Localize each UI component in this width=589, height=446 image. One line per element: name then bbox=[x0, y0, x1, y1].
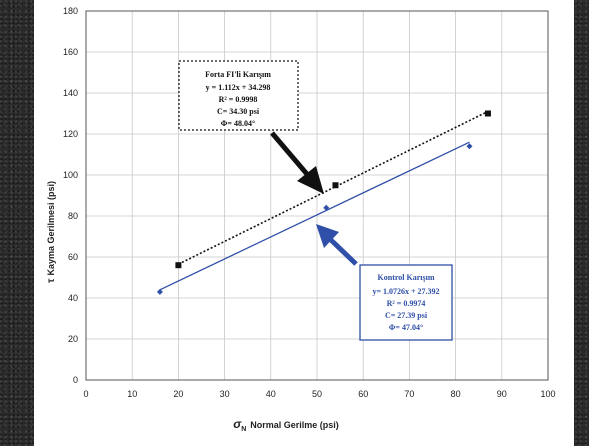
kontrol-phi: Φ= 47.04° bbox=[389, 323, 423, 332]
x-tick-label: 0 bbox=[83, 389, 88, 399]
forta-r2: R² = 0.9998 bbox=[219, 95, 258, 104]
y-tick-label: 120 bbox=[63, 129, 78, 139]
data-point bbox=[466, 143, 473, 150]
y-tick-label: 140 bbox=[63, 88, 78, 98]
x-tick-label: 70 bbox=[404, 389, 414, 399]
forta-phi: Φ= 48.04° bbox=[221, 119, 255, 128]
data-point bbox=[175, 262, 182, 269]
y-tick-label: 0 bbox=[73, 375, 78, 385]
grid bbox=[85, 10, 549, 381]
scatter-chart: 0 20 40 60 80 100 120 140 160 180 0 10 20 30 40 50 60 70 8… bbox=[46, 6, 556, 433]
data-point bbox=[156, 288, 163, 295]
y-tick-label: 160 bbox=[63, 47, 78, 57]
data-point bbox=[484, 110, 491, 117]
forta-equation: y = 1.112x + 34.298 bbox=[206, 83, 271, 92]
x-tick-label: 50 bbox=[312, 389, 322, 399]
y-tick-label: 20 bbox=[68, 334, 78, 344]
forta-title: Forta FI'li Karışım bbox=[205, 70, 271, 79]
y-tick-label: 180 bbox=[63, 6, 78, 16]
data-point bbox=[332, 182, 339, 189]
x-tick-label: 40 bbox=[266, 389, 276, 399]
y-axis-symbol: τ bbox=[46, 278, 57, 283]
tick-labels: 0 20 40 60 80 100 120 140 160 180 0 10 20 30 40 50 60 70 8… bbox=[63, 6, 556, 399]
x-axis-subscript: N bbox=[241, 426, 246, 433]
forta-arrow bbox=[270, 131, 324, 194]
plot-frame bbox=[85, 10, 549, 381]
x-axis-title: σN Normal Gerilme (psi) bbox=[233, 417, 339, 433]
forta-c: C= 34.30 psi bbox=[217, 107, 260, 116]
chart-panel: 0 20 40 60 80 100 120 140 160 180 0 10 20 30 40 50 60 70 8… bbox=[34, 0, 574, 446]
x-tick-label: 10 bbox=[127, 389, 137, 399]
x-tick-label: 60 bbox=[358, 389, 368, 399]
x-tick-label: 20 bbox=[173, 389, 183, 399]
x-tick-label: 80 bbox=[451, 389, 461, 399]
trendlines bbox=[159, 110, 489, 291]
x-tick-label: 100 bbox=[540, 389, 555, 399]
data-point bbox=[323, 204, 330, 211]
forta-annotation: Forta FI'li Karışım y = 1.112x + 34.298 … bbox=[178, 60, 299, 131]
y-tick-label: 40 bbox=[68, 293, 78, 303]
y-tick-label: 80 bbox=[68, 211, 78, 221]
trendline-1 bbox=[159, 141, 470, 291]
y-axis-title: τ Kayma Gerilmesi (psi) bbox=[46, 181, 57, 283]
data-points bbox=[156, 110, 491, 295]
y-axis-label: Kayma Gerilmesi (psi) bbox=[46, 181, 56, 276]
x-tick-label: 90 bbox=[497, 389, 507, 399]
kontrol-arrow bbox=[316, 224, 358, 266]
y-tick-label: 60 bbox=[68, 252, 78, 262]
kontrol-title: Kontrol Karışım bbox=[378, 273, 435, 282]
x-axis-label: Normal Gerilme (psi) bbox=[250, 420, 339, 430]
x-tick-label: 30 bbox=[220, 389, 230, 399]
kontrol-annotation: Kontrol Karışım y= 1.0726x + 27.392 R² =… bbox=[359, 264, 453, 341]
kontrol-equation: y= 1.0726x + 27.392 bbox=[372, 287, 439, 296]
kontrol-r2: R² = 0.9974 bbox=[387, 299, 426, 308]
y-tick-label: 100 bbox=[63, 170, 78, 180]
x-axis-symbol: σ bbox=[233, 417, 242, 431]
kontrol-c: C= 27.39 psi bbox=[385, 311, 428, 320]
